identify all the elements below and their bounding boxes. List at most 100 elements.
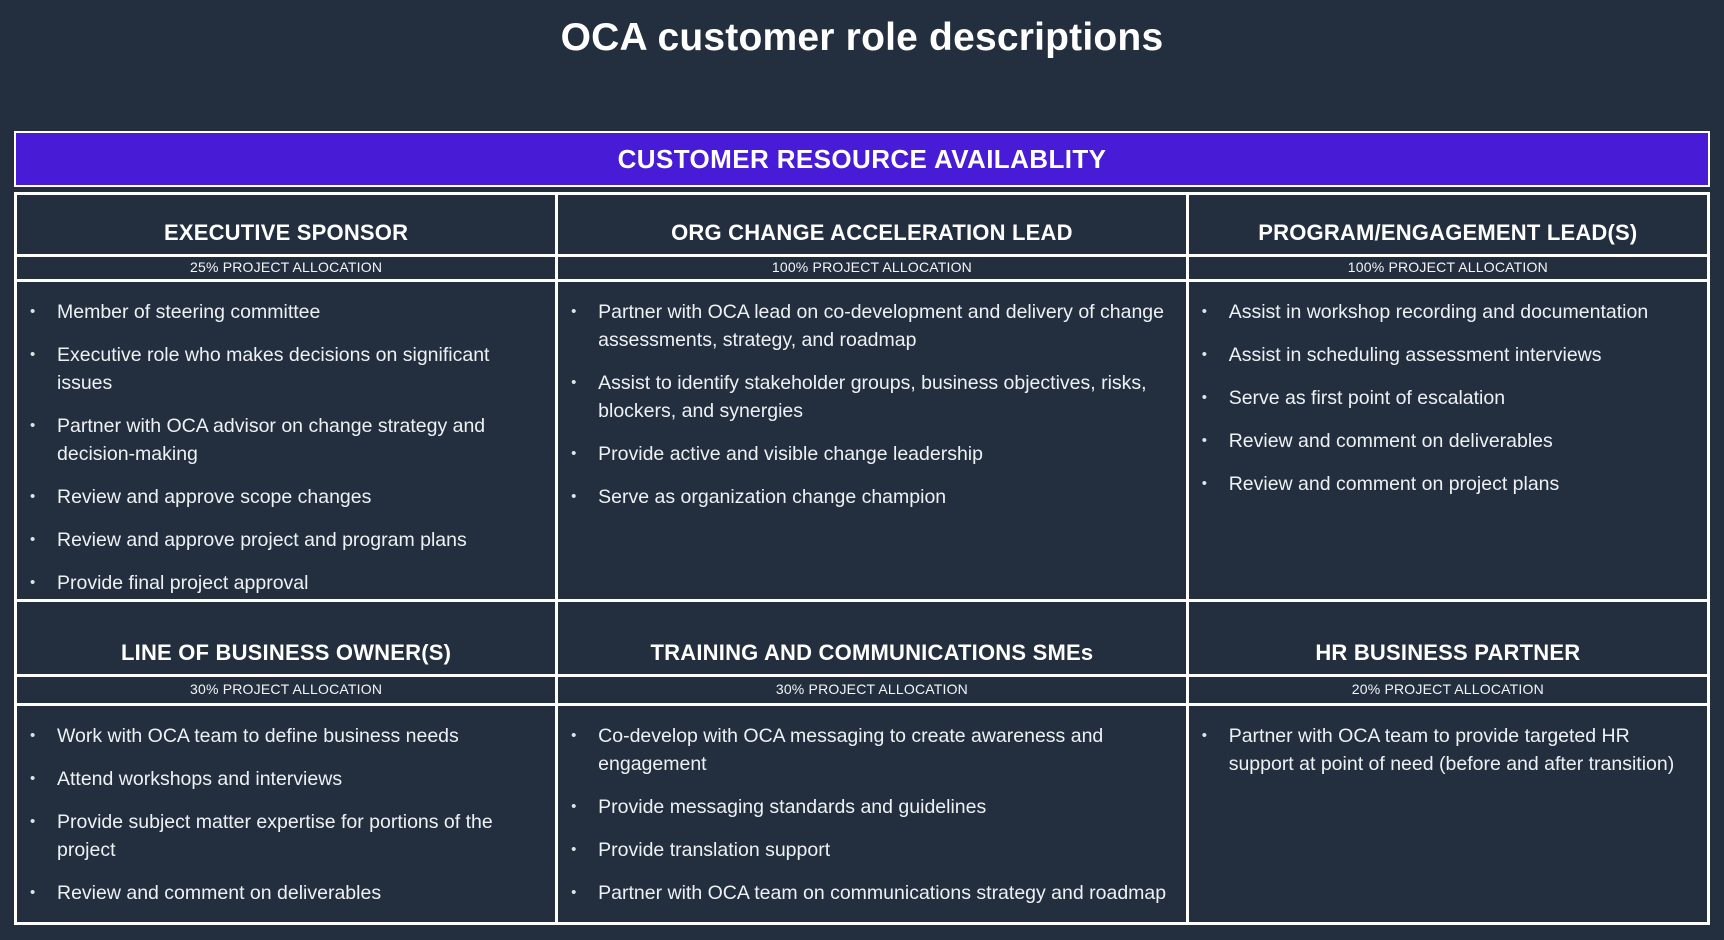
role-allocation: 100% PROJECT ALLOCATION — [558, 257, 1186, 282]
bullet-text: Review and comment on project plans — [1228, 473, 1560, 495]
bullet-marker: • — [30, 303, 36, 320]
bullet-marker: • — [1201, 346, 1207, 363]
bullet-list: • Work with OCA team to define business n… — [23, 722, 543, 907]
role-bullets-container: • Assist in workshop recording and docume… — [1189, 282, 1707, 599]
bullet-marker: • — [1201, 303, 1207, 320]
bullet-marker: • — [1201, 475, 1207, 492]
bullet-text: Assist in scheduling assessment intervie… — [1228, 344, 1602, 366]
bullet-text: Serve as first point of escalation — [1228, 387, 1506, 409]
bullet-item: • Provide translation support — [564, 836, 1174, 864]
role-allocation: 20% PROJECT ALLOCATION — [1188, 677, 1707, 706]
bullet-marker: • — [1201, 389, 1207, 406]
bullet-item: • Review and comment on deliverables — [23, 879, 543, 907]
role-allocation: 30% PROJECT ALLOCATION — [558, 677, 1186, 706]
bullet-item: • Assist in scheduling assessment intervi… — [1195, 341, 1695, 369]
bullet-text: Assist in workshop recording and documen… — [1228, 301, 1649, 323]
role-allocation: 100% PROJECT ALLOCATION — [1188, 257, 1707, 282]
role-name: ORG CHANGE ACCELERATION LEAD — [558, 195, 1186, 257]
role-allocation: 30% PROJECT ALLOCATION — [17, 677, 556, 706]
bullet-text: Provide messaging standards and guidelin… — [598, 796, 987, 818]
bullet-item: • Partner with OCA team on communications… — [564, 879, 1174, 907]
bullet-item: • Partner with OCA team to provide target… — [1195, 722, 1695, 778]
role-bullets-container: • Member of steering committee • Executive … — [17, 282, 555, 599]
bullet-marker: • — [30, 770, 36, 787]
bullet-list: • Partner with OCA lead on co-development… — [564, 298, 1174, 511]
bullet-item: • Serve as organization change champion — [564, 483, 1174, 511]
bullet-marker: • — [1201, 432, 1207, 449]
role-name: HR BUSINESS PARTNER — [1188, 602, 1707, 677]
bullet-list: • Partner with OCA team to provide target… — [1195, 722, 1695, 778]
role-cell-executive-sponsor: EXECUTIVE SPONSOR 25% PROJECT ALLOCATION… — [17, 195, 556, 599]
bullet-text: Partner with OCA advisor on change strat… — [57, 415, 486, 465]
bullet-marker: • — [30, 574, 36, 591]
role-bullets-container: • Co-develop with OCA messaging to create… — [558, 706, 1186, 922]
bullet-text: Provide subject matter expertise for por… — [57, 811, 493, 861]
bullet-marker: • — [571, 488, 577, 505]
role-bullets-container: • Partner with OCA lead on co-development… — [558, 282, 1186, 599]
bullet-marker: • — [571, 303, 577, 320]
bullet-item: • Provide final project approval — [23, 569, 543, 597]
bullet-list: • Member of steering committee • Executive … — [23, 298, 543, 597]
bullet-marker: • — [571, 727, 577, 744]
bullet-text: Review and approve scope changes — [57, 486, 372, 508]
bullet-item: • Attend workshops and interviews — [23, 765, 543, 793]
bullet-item: • Partner with OCA advisor on change stra… — [23, 412, 543, 468]
role-cell-org-change-acceleration-lead: ORG CHANGE ACCELERATION LEAD 100% PROJEC… — [558, 195, 1186, 599]
bullet-list: • Co-develop with OCA messaging to create… — [564, 722, 1174, 907]
bullet-item: • Assist in workshop recording and docume… — [1195, 298, 1695, 326]
bullet-marker: • — [30, 488, 36, 505]
bullet-text: Review and comment on deliverables — [57, 882, 382, 904]
bullet-marker: • — [571, 884, 577, 901]
bullet-text: Partner with OCA team to provide targete… — [1228, 725, 1675, 775]
bullet-item: • Provide active and visible change leade… — [564, 440, 1174, 468]
bullet-item: • Provide subject matter expertise for po… — [23, 808, 543, 864]
bullet-text: Review and approve project and program p… — [57, 529, 467, 551]
bullet-text: Attend workshops and interviews — [57, 768, 343, 790]
bullet-marker: • — [30, 531, 36, 548]
bullet-item: • Assist to identify stakeholder groups, … — [564, 369, 1174, 425]
bullet-text: Co-develop with OCA messaging to create … — [598, 725, 1104, 775]
bullet-text: Executive role who makes decisions on si… — [57, 344, 490, 394]
bullet-item: • Executive role who makes decisions on s… — [23, 341, 543, 397]
bullet-marker: • — [571, 798, 577, 815]
role-cell-hr-business-partner: HR BUSINESS PARTNER 20% PROJECT ALLOCATI… — [1188, 602, 1707, 922]
bullet-text: Serve as organization change champion — [598, 486, 947, 508]
bullet-list: • Assist in workshop recording and docume… — [1195, 298, 1695, 498]
bullet-text: Review and comment on deliverables — [1228, 430, 1553, 452]
bullet-item: • Co-develop with OCA messaging to create… — [564, 722, 1174, 778]
customer-resource-availability-banner: CUSTOMER RESOURCE AVAILABLITY — [14, 131, 1710, 187]
bullet-item: • Review and comment on project plans — [1195, 470, 1695, 498]
banner-label: CUSTOMER RESOURCE AVAILABLITY — [617, 143, 1107, 174]
role-table: EXECUTIVE SPONSOR 25% PROJECT ALLOCATION… — [14, 192, 1710, 925]
role-name: TRAINING AND COMMUNICATIONS SMEs — [558, 602, 1186, 677]
bullet-item: • Review and comment on deliverables — [1195, 427, 1695, 455]
role-allocation: 25% PROJECT ALLOCATION — [17, 257, 556, 282]
role-name: EXECUTIVE SPONSOR — [17, 195, 556, 257]
bullet-marker: • — [571, 374, 577, 391]
bullet-item: • Review and approve project and program … — [23, 526, 543, 554]
role-bullets-container: • Work with OCA team to define business n… — [17, 706, 555, 922]
bullet-text: Partner with OCA team on communications … — [598, 882, 1167, 904]
bullet-text: Member of steering committee — [57, 301, 321, 323]
bullet-marker: • — [30, 346, 36, 363]
bullet-item: • Partner with OCA lead on co-development… — [564, 298, 1174, 354]
role-name: PROGRAM/ENGAGEMENT LEAD(S) — [1188, 195, 1707, 257]
role-bullets-container: • Partner with OCA team to provide target… — [1189, 706, 1707, 922]
bullet-marker: • — [30, 727, 36, 744]
role-name: LINE OF BUSINESS OWNER(S) — [17, 602, 556, 677]
bullet-marker: • — [30, 417, 36, 434]
role-cell-program-engagement-leads: PROGRAM/ENGAGEMENT LEAD(S) 100% PROJECT … — [1188, 195, 1707, 599]
bullet-text: Provide translation support — [598, 839, 831, 861]
bullet-text: Partner with OCA lead on co-development … — [598, 301, 1164, 351]
bullet-marker: • — [30, 884, 36, 901]
bullet-text: Provide active and visible change leader… — [598, 443, 983, 465]
bullet-text: Provide final project approval — [57, 572, 309, 594]
role-cell-line-of-business-owners: LINE OF BUSINESS OWNER(S) 30% PROJECT AL… — [17, 602, 556, 922]
bullet-text: Work with OCA team to define business ne… — [57, 725, 459, 747]
bullet-item: • Provide messaging standards and guideli… — [564, 793, 1174, 821]
role-cell-training-and-communications-smes: TRAINING AND COMMUNICATIONS SMEs 30% PRO… — [558, 602, 1186, 922]
bullet-marker: • — [571, 841, 577, 858]
page-title: OCA customer role descriptions — [560, 16, 1164, 59]
bullet-item: • Serve as first point of escalation — [1195, 384, 1695, 412]
